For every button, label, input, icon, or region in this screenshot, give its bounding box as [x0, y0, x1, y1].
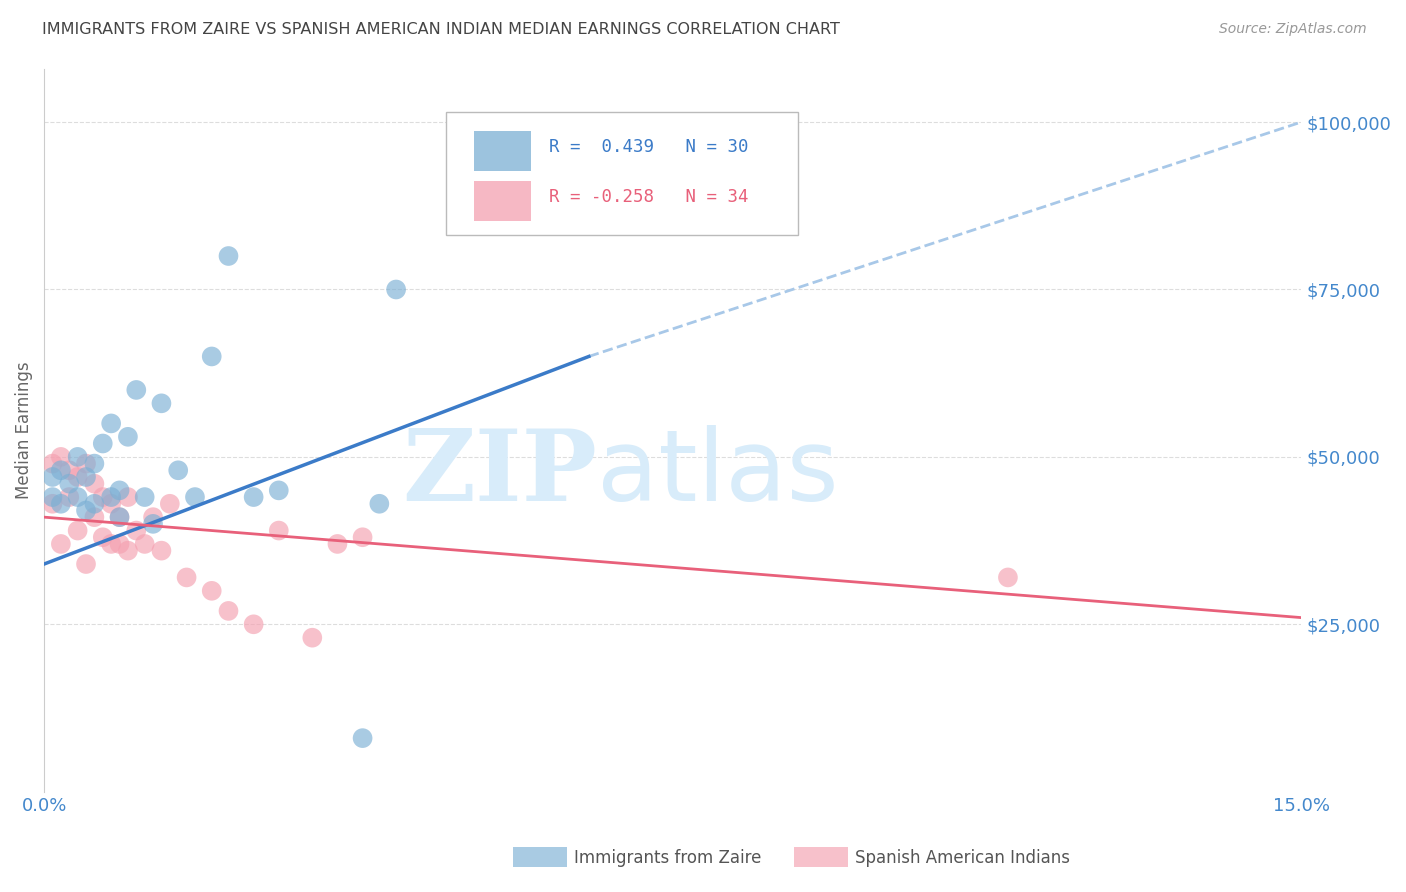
- Point: [91, 436, 114, 450]
- Point: [58, 463, 80, 477]
- Point: [41, 490, 63, 504]
- Point: [83, 497, 105, 511]
- Bar: [474, 181, 530, 221]
- Point: [100, 497, 122, 511]
- Point: [150, 396, 173, 410]
- Point: [352, 731, 374, 746]
- Point: [150, 543, 173, 558]
- Text: Immigrants from Zaire: Immigrants from Zaire: [574, 849, 761, 867]
- Text: R =  0.439   N = 30: R = 0.439 N = 30: [550, 138, 749, 156]
- Point: [66, 524, 89, 538]
- Point: [184, 490, 207, 504]
- Point: [267, 524, 290, 538]
- Point: [66, 470, 89, 484]
- Bar: [474, 131, 530, 171]
- Point: [49, 537, 72, 551]
- Text: ZIP: ZIP: [402, 425, 598, 522]
- Point: [66, 450, 89, 464]
- Point: [159, 497, 181, 511]
- Point: [75, 557, 97, 571]
- Point: [91, 530, 114, 544]
- FancyBboxPatch shape: [446, 112, 799, 235]
- Point: [49, 450, 72, 464]
- Point: [83, 510, 105, 524]
- Point: [385, 283, 408, 297]
- Point: [117, 490, 139, 504]
- Point: [997, 570, 1019, 584]
- Point: [108, 537, 131, 551]
- Point: [49, 463, 72, 477]
- Point: [100, 537, 122, 551]
- Point: [352, 530, 374, 544]
- Y-axis label: Median Earnings: Median Earnings: [15, 361, 32, 499]
- Point: [167, 463, 190, 477]
- Point: [108, 483, 131, 498]
- Point: [66, 490, 89, 504]
- Point: [100, 490, 122, 504]
- Point: [117, 543, 139, 558]
- Point: [58, 490, 80, 504]
- Point: [83, 457, 105, 471]
- Point: [326, 537, 349, 551]
- Point: [218, 604, 240, 618]
- Point: [41, 457, 63, 471]
- Text: Source: ZipAtlas.com: Source: ZipAtlas.com: [1219, 22, 1367, 37]
- Point: [267, 483, 290, 498]
- Point: [91, 490, 114, 504]
- Text: atlas: atlas: [598, 425, 839, 522]
- Point: [100, 417, 122, 431]
- Point: [125, 383, 148, 397]
- Point: [134, 490, 156, 504]
- Point: [201, 583, 224, 598]
- Text: Spanish American Indians: Spanish American Indians: [855, 849, 1070, 867]
- Point: [75, 503, 97, 517]
- Point: [75, 470, 97, 484]
- Point: [142, 510, 165, 524]
- Point: [108, 510, 131, 524]
- Point: [41, 497, 63, 511]
- Point: [41, 470, 63, 484]
- Point: [58, 476, 80, 491]
- Point: [108, 510, 131, 524]
- Point: [125, 524, 148, 538]
- Point: [242, 617, 264, 632]
- Point: [75, 457, 97, 471]
- Point: [201, 350, 224, 364]
- Text: IMMIGRANTS FROM ZAIRE VS SPANISH AMERICAN INDIAN MEDIAN EARNINGS CORRELATION CHA: IMMIGRANTS FROM ZAIRE VS SPANISH AMERICA…: [42, 22, 839, 37]
- Point: [142, 516, 165, 531]
- Text: R = -0.258   N = 34: R = -0.258 N = 34: [550, 188, 749, 206]
- Point: [134, 537, 156, 551]
- Point: [83, 476, 105, 491]
- Point: [301, 631, 323, 645]
- Point: [368, 497, 391, 511]
- Point: [176, 570, 198, 584]
- Point: [242, 490, 264, 504]
- Point: [117, 430, 139, 444]
- Point: [218, 249, 240, 263]
- Point: [49, 497, 72, 511]
